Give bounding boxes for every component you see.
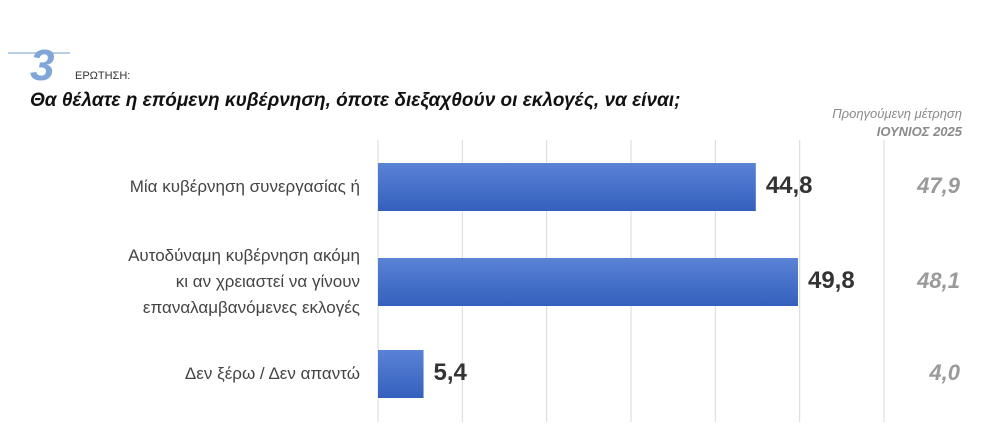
- category-label: Δεν ξέρω / Δεν απαντώ: [185, 361, 360, 387]
- decorative-line: [8, 52, 70, 54]
- question-label: ΕΡΩΤΗΣΗ:: [75, 70, 131, 82]
- previous-period: ΙΟΥΝΙΟΣ 2025: [876, 124, 962, 139]
- category-label-line: Μία κυβέρνηση συνεργασίας ή: [129, 177, 360, 196]
- previous-value: 48,1: [917, 268, 960, 293]
- bar: [378, 163, 756, 211]
- category-label-line: Δεν ξέρω / Δεν απαντώ: [184, 364, 360, 383]
- value-label: 44,8: [765, 172, 813, 199]
- previous-measurement-header: Προηγούμενη μέτρηση ΙΟΥΝΙΟΣ 2025: [832, 105, 962, 141]
- previous-value: 4,0: [929, 360, 960, 385]
- previous-title: Προηγούμενη μέτρηση: [832, 106, 962, 121]
- category-label-line: Αυτοδύναμη κυβέρνηση ακόμη: [128, 246, 360, 265]
- value-label: 5,4: [433, 359, 467, 386]
- category-label: Μία κυβέρνηση συνεργασίας ή: [130, 174, 360, 200]
- category-label: Αυτοδύναμη κυβέρνηση ακόμη κι αν χρειαστε…: [128, 243, 360, 321]
- category-label-line: επαναλαμβανόμενες εκλογές: [142, 298, 360, 317]
- previous-value: 47,9: [917, 173, 960, 198]
- bar: [378, 350, 424, 398]
- question-title: Θα θέλατε η επόμενη κυβέρνηση, όποτε διε…: [30, 90, 681, 111]
- category-label-line: κι αν χρειαστεί να γίνουν: [175, 272, 360, 291]
- value-label: 49,8: [807, 267, 855, 294]
- bar: [378, 258, 798, 306]
- question-number: 3: [30, 41, 55, 90]
